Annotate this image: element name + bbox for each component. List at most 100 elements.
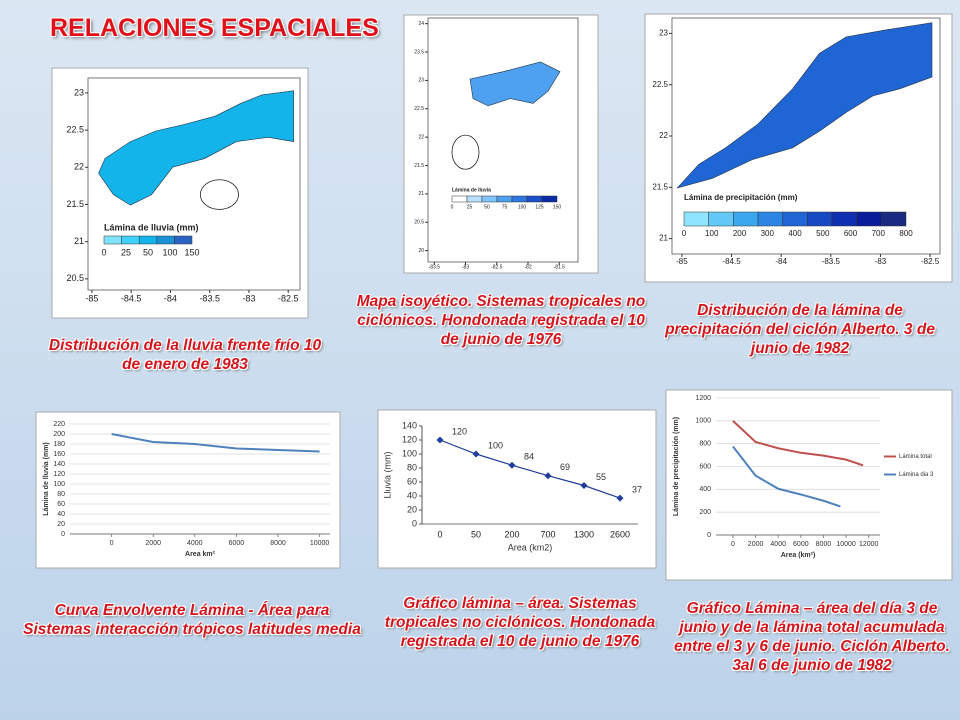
legend-swatch (138, 235, 158, 245)
x-tick-label: -81.5 (554, 264, 566, 270)
caption: Distribución de la lámina de precipitaci… (665, 302, 935, 357)
x-tick-label: -83.5 (199, 293, 220, 303)
y-axis-label: Lluvia (mm) (382, 451, 392, 498)
y-tick-label: 20.5 (66, 273, 84, 283)
legend-swatch (526, 195, 543, 203)
chart-frame (35, 411, 341, 569)
legend-title: Lámina de lluvia (452, 187, 491, 193)
x-tick-label: -82.5 (921, 257, 940, 266)
point-marker (472, 450, 480, 458)
caption: Gráfico Lámina – área del día 3 de junio… (674, 600, 950, 674)
x-tick-label: 0 (437, 529, 442, 539)
legend-title: Lámina de lluvia (mm) (104, 222, 199, 232)
land-rainfall (676, 22, 933, 189)
chart-frame (377, 409, 657, 569)
y-tick-label: 0 (707, 532, 711, 539)
x-tick-label: 4000 (187, 540, 203, 547)
y-axis-label: Lámina de precipitación (mm) (673, 417, 680, 516)
legend-swatch (481, 195, 498, 203)
x-tick-label: -83 (242, 293, 255, 303)
y-tick-label: 21 (418, 191, 424, 197)
series-line (111, 433, 320, 453)
y-tick-label: 140 (53, 461, 65, 468)
x-tick-label: -84.5 (722, 257, 741, 266)
point-marker (580, 482, 588, 489)
x-axis-label: Area (km2) (508, 542, 553, 552)
y-tick-label: 21.5 (66, 199, 84, 209)
y-tick-label: 20 (407, 504, 417, 514)
island-outline (451, 134, 480, 170)
y-tick-label: 1200 (695, 395, 711, 402)
legend-swatch (708, 211, 734, 227)
x-tick-label: 200 (504, 529, 519, 539)
legend-label: 0 (451, 204, 454, 210)
y-tick-label: 600 (699, 463, 711, 470)
data-label: 55 (596, 472, 606, 482)
x-tick-label: 0 (110, 540, 114, 547)
legend-label: 25 (467, 204, 473, 210)
legend-title: Lámina de precipitación (mm) (684, 193, 798, 202)
y-tick-label: 20.5 (414, 220, 424, 226)
x-tick-label: -84 (775, 257, 787, 266)
caption: Mapa isoyético. Sistemas tropicales no c… (356, 293, 646, 348)
data-label: 84 (524, 452, 534, 462)
legend-label: 800 (899, 229, 913, 238)
legend-label: 0 (682, 229, 687, 238)
x-tick-label: 4000 (770, 541, 786, 548)
legend-swatch (541, 195, 558, 203)
series-line (439, 439, 621, 499)
legend-label: 500 (816, 229, 830, 238)
y-tick-label: 21.5 (652, 182, 668, 191)
y-tick-label: 24 (418, 21, 424, 27)
y-tick-label: 160 (53, 451, 65, 458)
x-tick-label: -83 (462, 264, 469, 270)
x-axis-label: Area km² (185, 551, 216, 558)
x-tick-label: -82.5 (491, 264, 503, 270)
y-tick-label: 60 (57, 501, 65, 508)
y-axis-label: Lámina de lluvia (mm) (43, 442, 50, 516)
map-plot-area (427, 17, 579, 263)
legend-swatch (511, 195, 528, 203)
legend-label: 50 (143, 247, 153, 257)
series-line (732, 420, 864, 467)
x-tick-label: 2000 (748, 541, 764, 548)
legend-swatch (466, 195, 483, 203)
legend-swatch (121, 235, 140, 245)
legend-label: 75 (502, 204, 508, 210)
y-tick-label: 120 (402, 434, 417, 444)
legend-label: 150 (553, 204, 562, 210)
legend-label: 600 (844, 229, 858, 238)
legend-swatch (782, 211, 808, 227)
data-label: 100 (488, 440, 503, 450)
legend-swatch (831, 211, 857, 227)
series-line (732, 445, 841, 508)
y-tick-label: 0 (61, 531, 65, 538)
x-tick-label: -85 (676, 257, 688, 266)
y-tick-label: 40 (57, 511, 65, 518)
y-tick-label: 200 (699, 509, 711, 516)
point-marker (544, 472, 552, 480)
y-tick-label: 22.5 (414, 106, 424, 112)
data-label: 37 (632, 484, 642, 494)
legend-swatch (683, 211, 709, 227)
x-tick-label: -84 (164, 293, 177, 303)
x-tick-label: 6000 (229, 540, 245, 547)
legend-swatch (757, 211, 783, 227)
y-tick-label: 22.5 (652, 80, 668, 89)
caption: Distribución de la lluvia frente frío 10… (48, 337, 322, 373)
x-tick-label: 12000 (859, 541, 879, 548)
x-tick-label: 6000 (793, 541, 809, 548)
y-tick-label: 120 (53, 471, 65, 478)
x-tick-label: -82.5 (278, 293, 299, 303)
legend-label: 50 (484, 204, 490, 210)
x-tick-label: -82 (524, 264, 531, 270)
caption: Curva Envolvente Lámina - Área para Sist… (23, 602, 361, 638)
x-tick-label: -84.5 (121, 293, 142, 303)
legend-label: 25 (121, 247, 131, 257)
y-tick-label: 23 (659, 29, 668, 38)
y-tick-label: 21.5 (414, 163, 424, 169)
legend-swatch (807, 211, 833, 227)
legend-label: 300 (761, 229, 775, 238)
legend-label: 0 (101, 247, 106, 257)
